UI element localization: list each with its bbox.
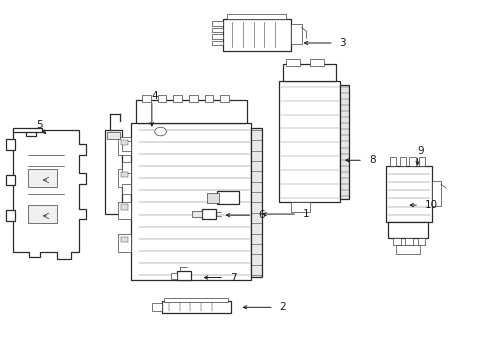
Bar (204, 95, 213, 102)
Bar (118, 202, 131, 220)
Bar (387, 222, 427, 238)
Bar (310, 59, 324, 66)
Bar (107, 132, 120, 139)
Bar (118, 234, 131, 252)
Bar (152, 303, 161, 311)
Bar (158, 95, 166, 102)
Bar (131, 123, 250, 280)
Bar (121, 140, 128, 145)
Bar (173, 95, 182, 102)
Bar (211, 28, 222, 32)
Bar (118, 137, 131, 155)
Bar (142, 95, 151, 102)
Bar (161, 301, 230, 313)
Bar (27, 205, 57, 223)
Bar (211, 35, 222, 39)
Bar (385, 166, 431, 222)
Text: 10: 10 (424, 200, 437, 210)
Bar (211, 41, 222, 45)
Text: 8: 8 (368, 155, 375, 165)
Bar (278, 81, 339, 202)
Bar (220, 95, 228, 102)
Bar (392, 238, 400, 245)
Circle shape (155, 127, 166, 136)
Bar (206, 193, 219, 203)
Bar (121, 237, 128, 242)
Bar (211, 22, 222, 26)
Bar (13, 128, 42, 132)
Bar (136, 100, 246, 123)
Bar (389, 157, 395, 166)
Text: 5: 5 (36, 121, 42, 130)
Bar (222, 19, 290, 51)
Bar (417, 238, 424, 245)
Bar (399, 157, 405, 166)
Bar (250, 128, 261, 277)
Bar (163, 298, 228, 302)
Bar (418, 157, 425, 166)
Bar (191, 211, 201, 217)
Bar (118, 169, 131, 187)
Bar (227, 14, 285, 19)
Text: 3: 3 (339, 38, 346, 48)
Bar (405, 238, 412, 245)
Bar (290, 202, 310, 212)
Bar (121, 204, 128, 210)
Bar (285, 59, 299, 66)
Bar (290, 24, 301, 44)
Bar (122, 140, 131, 151)
Bar (105, 130, 122, 214)
Bar (27, 169, 57, 187)
Text: 2: 2 (279, 302, 285, 312)
Bar (122, 162, 131, 173)
Bar (408, 157, 415, 166)
Bar (177, 271, 190, 280)
Bar (431, 181, 440, 206)
Bar (5, 211, 15, 221)
Text: 6: 6 (258, 210, 264, 220)
Bar (201, 209, 216, 219)
Text: 1: 1 (303, 209, 309, 219)
Bar (122, 184, 131, 194)
Bar (188, 95, 197, 102)
Bar (395, 245, 419, 254)
Bar (121, 172, 128, 177)
Polygon shape (13, 130, 86, 259)
Bar (5, 139, 15, 149)
Bar (282, 64, 335, 81)
Text: 7: 7 (229, 273, 236, 283)
Bar (216, 191, 238, 204)
Text: 4: 4 (152, 91, 158, 101)
Bar (5, 175, 15, 185)
Text: 9: 9 (417, 146, 424, 156)
Bar (171, 273, 177, 279)
Bar (339, 85, 348, 199)
